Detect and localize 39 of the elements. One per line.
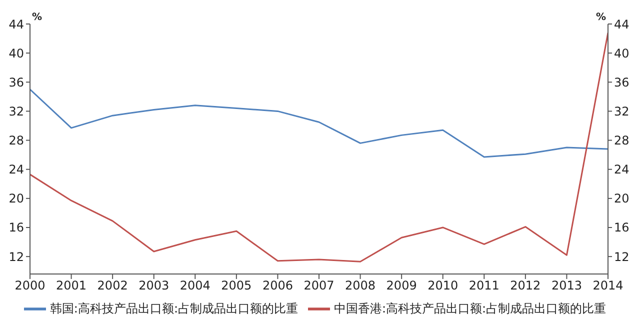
y2-tick-label: 40 [614, 46, 630, 60]
x-tick-label: 2000 [14, 278, 46, 293]
y-tick-label: 36 [8, 75, 24, 90]
y2-tick-label: 16 [614, 220, 630, 235]
line-series [30, 88, 608, 158]
x-tick-label: 2009 [386, 278, 417, 293]
legend-label: 韩国:高科技产品出口额:占制成品出口额的比重 [50, 301, 298, 316]
x-tick-label: 2001 [56, 278, 87, 293]
y2-tick-label: 24 [614, 162, 630, 177]
x-tick-label: 2004 [180, 278, 210, 293]
y-tick-label: 44 [8, 17, 24, 32]
x-tick-label: 2002 [97, 278, 128, 293]
y2-tick-label: 28 [614, 134, 630, 148]
y-tick-label: 32 [8, 104, 24, 118]
x-tick-label: 2010 [428, 278, 458, 293]
legend-label: 中国香港:高科技产品出口额:占制成品出口额的比重 [334, 301, 606, 316]
y-tick-label: 20 [8, 192, 24, 206]
y-tick-label: 16 [8, 220, 24, 235]
x-tick-label: 2006 [262, 278, 293, 293]
x-tick-label: 2003 [138, 278, 170, 293]
y-tick-label: 40 [8, 46, 24, 60]
x-tick-label: 2011 [468, 278, 500, 293]
y-tick-label: 28 [8, 134, 24, 148]
y2-tick-label: 32 [614, 104, 630, 118]
x-tick-label: 2007 [304, 278, 334, 293]
y2-tick-label: 20 [614, 192, 630, 206]
y-axis-title: % [32, 12, 42, 23]
y-tick-label: 24 [8, 162, 24, 177]
x-tick-label: 2005 [221, 278, 252, 293]
line-series [30, 32, 608, 262]
x-tick-label: 2008 [345, 278, 376, 293]
y2-axis-title: % [596, 12, 606, 23]
y-tick-label: 12 [8, 250, 24, 264]
x-tick-label: 2014 [592, 278, 624, 293]
x-tick-label: 2013 [551, 278, 582, 293]
y2-tick-label: 36 [614, 75, 630, 90]
y2-tick-label: 44 [614, 17, 630, 32]
x-tick-label: 2012 [510, 278, 541, 293]
y2-tick-label: 12 [614, 250, 630, 264]
